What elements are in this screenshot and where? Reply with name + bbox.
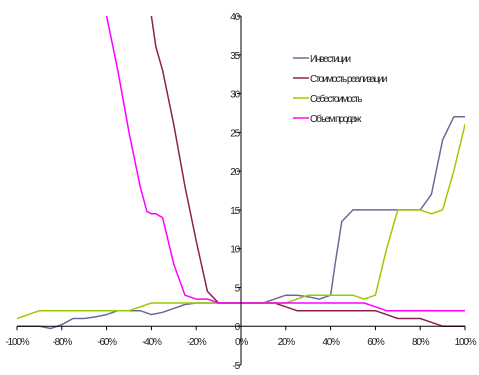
legend-label: Объем продаж [310,113,362,125]
x-tick-label: -60% [97,337,117,348]
y-tick-label: 30 [230,90,240,101]
x-tick-label: 20% [278,337,296,348]
y-tick-label: -5 [233,361,241,372]
y-tick-label: 0 [235,322,241,333]
y-tick-label: 20 [230,167,240,178]
y-axis-ticks: -5 0 5 10 15 20 25 30 35 40 [230,12,242,372]
legend-label: Стоимость реализации [310,74,387,85]
series-line-2 [150,16,465,327]
x-tick-label: -100% [6,337,30,348]
x-tick-label: 0% [235,337,248,348]
legend-label: Себестоимость [310,93,362,105]
x-axis-ticks: -100% -80% -60% -40% -20% 0% 20% 40% 60% 80% 100% [6,326,478,348]
x-tick-label: -80% [53,337,73,348]
legend-label: Инвестиции [310,54,351,65]
legend: Инвестиции Стоимость реализации Себестоимо… [293,54,389,125]
y-tick-label: 10 [230,245,240,256]
axes-layer [17,16,465,365]
y-tick-label: 5 [235,283,241,294]
x-tick-label: 60% [367,337,385,348]
y-tick-label: 25 [230,128,240,139]
series-line-4 [105,16,465,312]
y-tick-label: 40 [230,12,240,23]
x-tick-label: 40% [322,337,340,348]
x-tick-label: 80% [412,337,430,348]
y-tick-label: 15 [230,206,240,217]
x-tick-label: 100% [455,337,477,348]
x-tick-label: -20% [187,337,207,348]
y-tick-label: 35 [230,51,240,62]
x-tick-label: -40% [142,337,162,348]
